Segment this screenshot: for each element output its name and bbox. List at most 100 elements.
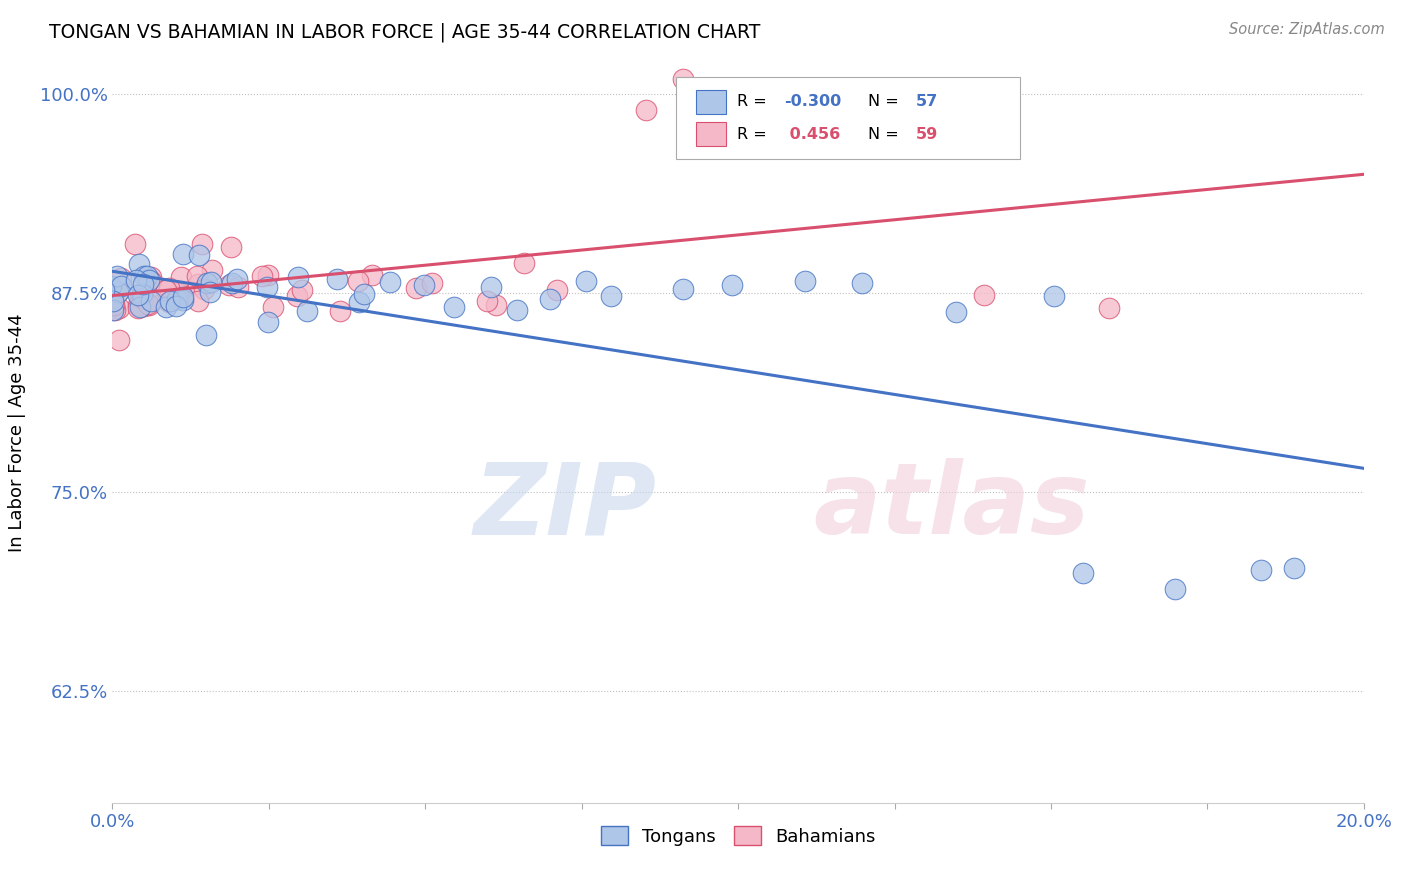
- FancyBboxPatch shape: [675, 78, 1019, 159]
- Point: [195, 276, 218, 290]
- Point: [157, 280, 180, 294]
- Point: [131, 291, 153, 305]
- Point: [485, 298, 508, 312]
- Point: [1163, 582, 1185, 596]
- FancyBboxPatch shape: [696, 90, 725, 113]
- Point: [172, 289, 194, 303]
- Point: [93, 283, 115, 297]
- Point: [200, 275, 222, 289]
- Point: [636, 103, 658, 117]
- Point: [187, 277, 209, 291]
- Point: [287, 269, 309, 284]
- Point: [378, 275, 401, 289]
- Point: [349, 294, 371, 309]
- Point: [405, 281, 427, 295]
- Text: ZIP: ZIP: [474, 458, 657, 555]
- Point: [157, 294, 180, 309]
- Point: [1250, 563, 1272, 577]
- Point: [420, 277, 443, 291]
- Point: [221, 276, 243, 290]
- Text: TONGAN VS BAHAMIAN IN LABOR FORCE | AGE 35-44 CORRELATION CHART: TONGAN VS BAHAMIAN IN LABOR FORCE | AGE …: [49, 22, 761, 42]
- Point: [132, 268, 155, 283]
- Point: [973, 288, 995, 302]
- Point: [105, 268, 128, 283]
- Point: [353, 287, 375, 301]
- Point: [142, 292, 165, 306]
- Point: [1042, 289, 1064, 303]
- Legend: Tongans, Bahamians: Tongans, Bahamians: [593, 819, 883, 853]
- Point: [506, 302, 529, 317]
- Point: [1282, 561, 1305, 575]
- Point: [198, 285, 221, 300]
- Point: [513, 256, 536, 270]
- Text: Source: ZipAtlas.com: Source: ZipAtlas.com: [1229, 22, 1385, 37]
- Point: [100, 278, 122, 293]
- Point: [361, 268, 384, 282]
- Point: [108, 333, 131, 347]
- Point: [138, 298, 160, 312]
- Point: [107, 301, 129, 315]
- Point: [139, 270, 162, 285]
- Text: 57: 57: [915, 95, 938, 109]
- Point: [672, 283, 695, 297]
- Point: [295, 303, 318, 318]
- Point: [136, 269, 159, 284]
- Point: [257, 315, 280, 329]
- Point: [127, 287, 149, 301]
- Point: [291, 283, 314, 297]
- Point: [479, 280, 502, 294]
- Point: [110, 270, 132, 285]
- Point: [96, 285, 118, 300]
- Point: [193, 282, 215, 296]
- Point: [546, 283, 568, 297]
- Point: [851, 277, 873, 291]
- Point: [671, 72, 693, 87]
- Y-axis label: In Labor Force | Age 35-44: In Labor Force | Age 35-44: [7, 313, 25, 552]
- Point: [159, 293, 181, 308]
- Text: atlas: atlas: [813, 458, 1090, 555]
- Point: [110, 279, 132, 293]
- Point: [101, 293, 124, 308]
- Point: [718, 88, 741, 103]
- Point: [443, 300, 465, 314]
- Point: [166, 293, 188, 307]
- Point: [794, 274, 817, 288]
- Point: [191, 236, 214, 251]
- Point: [170, 288, 193, 302]
- Point: [124, 237, 146, 252]
- Point: [104, 302, 127, 317]
- Point: [103, 303, 125, 318]
- Point: [413, 278, 436, 293]
- Point: [1098, 301, 1121, 316]
- Point: [94, 292, 117, 306]
- Point: [475, 293, 498, 308]
- Point: [219, 240, 242, 254]
- Point: [107, 285, 129, 300]
- Point: [218, 278, 240, 293]
- Point: [256, 279, 278, 293]
- Point: [128, 257, 150, 271]
- Point: [124, 273, 146, 287]
- Text: N =: N =: [869, 127, 904, 142]
- Point: [141, 274, 163, 288]
- Point: [93, 278, 115, 293]
- Point: [170, 270, 193, 285]
- Point: [172, 247, 194, 261]
- Point: [103, 298, 125, 312]
- Text: 0.456: 0.456: [785, 127, 841, 142]
- Point: [201, 263, 224, 277]
- Point: [155, 283, 177, 297]
- Point: [173, 293, 195, 307]
- Point: [194, 327, 217, 342]
- Point: [136, 296, 159, 310]
- Point: [165, 291, 187, 305]
- Text: R =: R =: [737, 95, 772, 109]
- Point: [138, 273, 160, 287]
- Point: [256, 268, 278, 283]
- Point: [131, 287, 153, 301]
- Point: [329, 304, 352, 318]
- Point: [132, 277, 155, 291]
- Point: [1071, 566, 1094, 581]
- Point: [226, 280, 249, 294]
- Point: [285, 289, 308, 303]
